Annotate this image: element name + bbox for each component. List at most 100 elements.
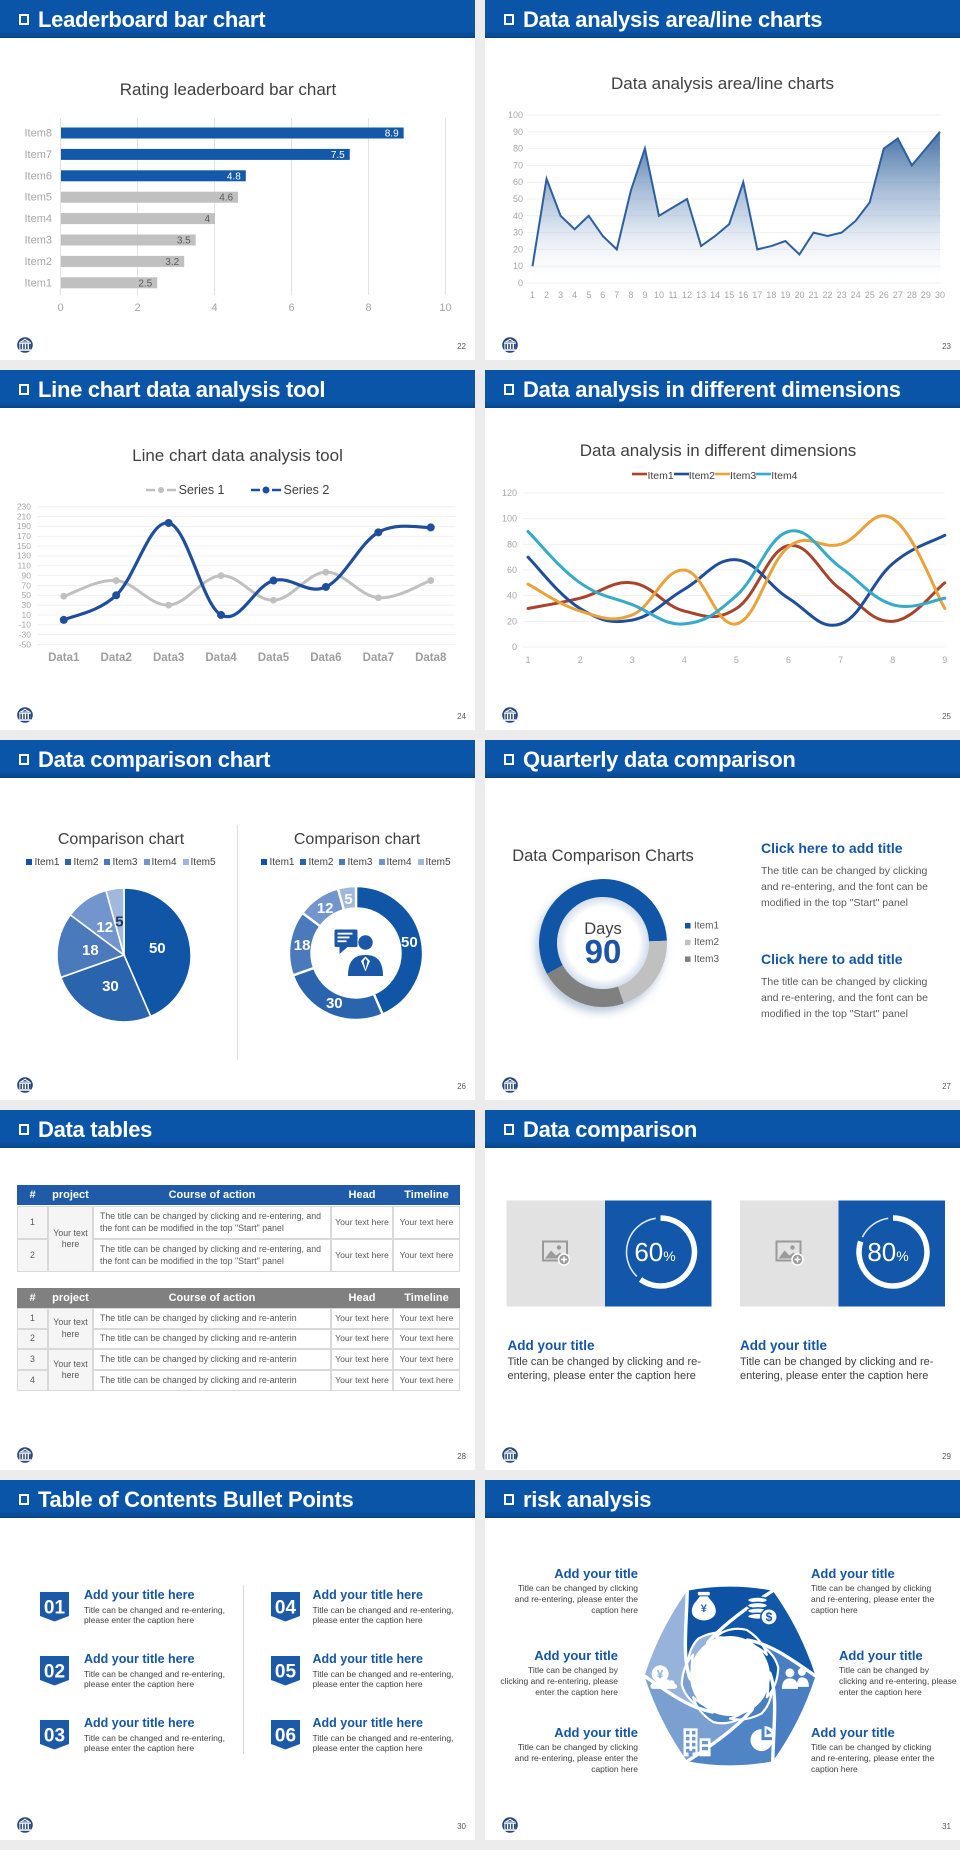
svg-text:0: 0 [518,278,523,288]
svg-text:9: 9 [942,655,947,665]
svg-text:03: 03 [43,1726,64,1747]
svg-text:28: 28 [907,290,917,300]
svg-text:50: 50 [22,590,32,600]
svg-text:90: 90 [22,570,32,580]
svg-text:10: 10 [654,290,664,300]
svg-text:12: 12 [317,900,334,917]
svg-text:1: 1 [530,290,535,300]
svg-text:80: 80 [513,144,523,154]
svg-text:12: 12 [682,290,692,300]
svg-text:Data2: Data2 [101,652,132,664]
svg-text:100: 100 [508,110,523,120]
svg-text:19: 19 [780,290,790,300]
svg-text:3: 3 [558,290,563,300]
svg-text:230: 230 [17,502,31,512]
svg-text:17: 17 [752,290,762,300]
svg-text:4: 4 [572,290,577,300]
svg-text:70: 70 [513,160,523,170]
svg-text:4: 4 [204,214,210,225]
svg-text:8: 8 [628,290,633,300]
svg-text:¥: ¥ [657,1667,664,1681]
svg-text:2: 2 [544,290,549,300]
svg-text:18: 18 [766,290,776,300]
svg-text:40: 40 [513,211,523,221]
svg-text:Item3: Item3 [694,954,719,965]
svg-text:¥: ¥ [701,1603,708,1615]
svg-text:14: 14 [710,290,720,300]
svg-text:Item3: Item3 [24,235,52,247]
svg-text:Data5: Data5 [258,652,290,664]
svg-text:20: 20 [513,244,523,254]
svg-text:7.5: 7.5 [331,150,345,161]
svg-text:24: 24 [851,290,861,300]
svg-text:60: 60 [507,565,517,575]
svg-text:50: 50 [401,934,418,951]
svg-text:2: 2 [134,302,140,314]
svg-text:5: 5 [344,891,352,908]
svg-text:-50: -50 [19,639,32,649]
svg-text:9: 9 [642,290,647,300]
svg-text:Data4: Data4 [205,652,237,664]
svg-text:Data6: Data6 [310,652,341,664]
svg-text:5: 5 [115,913,123,930]
svg-text:4: 4 [682,655,687,665]
svg-text:190: 190 [17,521,31,531]
svg-text:210: 210 [17,511,31,521]
svg-text:6: 6 [600,290,605,300]
svg-text:Data7: Data7 [363,652,394,664]
svg-text:4.6: 4.6 [219,193,233,204]
svg-text:8: 8 [890,655,895,665]
svg-text:29: 29 [921,290,931,300]
svg-text:0: 0 [512,642,517,652]
svg-text:Item2: Item2 [24,256,52,268]
svg-text:18: 18 [82,942,99,959]
svg-text:30: 30 [22,600,32,610]
svg-text:30: 30 [935,290,945,300]
svg-text:2: 2 [578,655,583,665]
svg-text:4: 4 [211,302,217,314]
svg-text:30: 30 [513,228,523,238]
svg-text:20: 20 [794,290,804,300]
svg-text:Data1: Data1 [48,652,80,664]
svg-text:04: 04 [275,1598,297,1619]
svg-text:80: 80 [507,539,517,549]
svg-text:01: 01 [43,1598,65,1619]
svg-text:$: $ [766,1610,773,1624]
svg-text:6: 6 [786,655,791,665]
svg-text:22: 22 [823,290,833,300]
svg-text:Item4: Item4 [24,213,52,225]
svg-text:10: 10 [22,610,32,620]
svg-text:18: 18 [294,937,311,954]
svg-text:8.9: 8.9 [385,129,399,140]
svg-text:27: 27 [893,290,903,300]
svg-text:20: 20 [507,616,517,626]
svg-text:150: 150 [17,541,31,551]
svg-text:170: 170 [17,531,31,541]
svg-text:02: 02 [43,1662,64,1683]
svg-text:130: 130 [17,551,31,561]
svg-text:50: 50 [149,940,166,957]
svg-text:12: 12 [96,919,113,936]
svg-text:15: 15 [724,290,734,300]
svg-text:2.5: 2.5 [138,278,152,289]
svg-text:120: 120 [502,488,517,498]
svg-text:Data8: Data8 [415,652,447,664]
svg-text:23: 23 [837,290,847,300]
svg-text:3.2: 3.2 [165,257,179,268]
svg-text:80%: 80% [867,1237,908,1267]
svg-text:Item1: Item1 [24,277,52,289]
svg-text:8: 8 [365,302,371,314]
svg-text:Item8: Item8 [24,128,52,140]
svg-text:1: 1 [525,655,530,665]
svg-text:11: 11 [668,290,677,300]
svg-text:30: 30 [326,995,343,1012]
svg-text:100: 100 [502,514,517,524]
svg-text:Item7: Item7 [24,149,52,161]
svg-text:7: 7 [838,655,843,665]
svg-text:Data3: Data3 [153,652,184,664]
svg-text:21: 21 [808,290,818,300]
svg-text:3.5: 3.5 [177,236,191,247]
svg-text:25: 25 [865,290,875,300]
svg-text:06: 06 [275,1726,296,1747]
svg-text:Days: Days [584,920,622,938]
